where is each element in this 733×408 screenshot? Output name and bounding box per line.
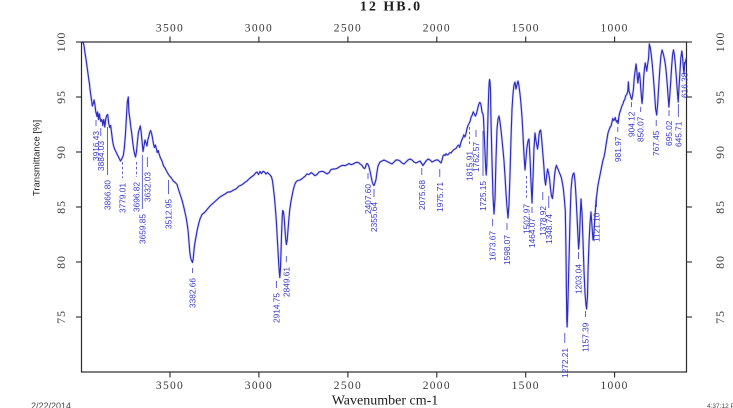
svg-text:2/22/2014: 2/22/2014: [31, 401, 71, 408]
svg-text:3696.82: 3696.82: [132, 182, 142, 212]
svg-text:1121.10: 1121.10: [592, 212, 602, 242]
svg-text:4:37:12 PM: 4:37:12 PM: [707, 403, 733, 408]
svg-text:695.02: 695.02: [664, 120, 674, 146]
svg-text:3779.01: 3779.01: [118, 183, 128, 213]
svg-text:645.71: 645.71: [673, 121, 683, 147]
svg-text:2407.60: 2407.60: [363, 184, 373, 214]
svg-text:3000: 3000: [245, 380, 273, 392]
svg-text:616.38: 616.38: [679, 72, 689, 98]
svg-text:85: 85: [54, 200, 68, 214]
svg-text:3382.66: 3382.66: [188, 278, 198, 308]
svg-text:2500: 2500: [334, 23, 362, 35]
svg-text:1203.04: 1203.04: [574, 264, 584, 294]
svg-text:80: 80: [713, 255, 727, 269]
svg-text:1502.97: 1502.97: [522, 204, 532, 234]
svg-text:2355.64: 2355.64: [369, 202, 379, 232]
svg-text:100: 100: [713, 32, 727, 52]
svg-text:1157.39: 1157.39: [581, 322, 591, 352]
svg-text:1000: 1000: [600, 380, 628, 392]
svg-text:981.97: 981.97: [613, 136, 623, 162]
svg-text:3659.85: 3659.85: [137, 214, 147, 244]
svg-text:Transmittance [%]: Transmittance [%]: [32, 120, 43, 196]
svg-text:2849.61: 2849.61: [281, 267, 291, 297]
svg-text:90: 90: [54, 145, 68, 159]
svg-text:904.12: 904.12: [627, 111, 637, 137]
svg-text:3632.03: 3632.03: [142, 172, 152, 202]
svg-text:2914.75: 2914.75: [272, 293, 282, 323]
svg-text:1673.67: 1673.67: [488, 231, 498, 261]
svg-text:1272.21: 1272.21: [560, 348, 570, 378]
svg-text:12 HB.0: 12 HB.0: [360, 0, 422, 15]
svg-text:3512.95: 3512.95: [164, 199, 174, 229]
svg-text:2500: 2500: [334, 380, 362, 392]
svg-text:75: 75: [54, 310, 68, 324]
svg-text:80: 80: [54, 255, 68, 269]
svg-text:3916.43: 3916.43: [91, 131, 101, 161]
svg-text:2000: 2000: [423, 23, 451, 35]
svg-text:2075.68: 2075.68: [417, 180, 427, 210]
svg-text:1815.91: 1815.91: [465, 151, 475, 181]
svg-text:3500: 3500: [156, 380, 184, 392]
svg-text:75: 75: [713, 310, 727, 324]
svg-text:3884.03: 3884.03: [96, 141, 106, 171]
svg-text:1975.71: 1975.71: [435, 182, 445, 212]
svg-text:3500: 3500: [156, 23, 184, 35]
svg-text:95: 95: [713, 90, 727, 104]
svg-text:1348.74: 1348.74: [544, 214, 554, 244]
svg-text:1500: 1500: [512, 380, 540, 392]
svg-text:1464.07: 1464.07: [527, 218, 537, 248]
svg-text:850.07: 850.07: [636, 116, 646, 142]
svg-text:767.45: 767.45: [651, 130, 661, 156]
svg-text:2000: 2000: [423, 380, 451, 392]
svg-text:95: 95: [54, 90, 68, 104]
svg-text:90: 90: [713, 145, 727, 159]
svg-text:1000: 1000: [600, 23, 628, 35]
svg-text:3000: 3000: [245, 23, 273, 35]
svg-text:100: 100: [54, 32, 68, 52]
svg-text:3866.80: 3866.80: [103, 180, 113, 210]
svg-text:85: 85: [713, 200, 727, 214]
svg-text:Wavenumber cm-1: Wavenumber cm-1: [332, 394, 439, 408]
svg-text:1762.57: 1762.57: [471, 142, 481, 172]
svg-text:1725.15: 1725.15: [478, 181, 488, 211]
svg-text:1598.07: 1598.07: [502, 235, 512, 265]
svg-text:1500: 1500: [512, 23, 540, 35]
svg-text:1378.92: 1378.92: [538, 206, 548, 236]
